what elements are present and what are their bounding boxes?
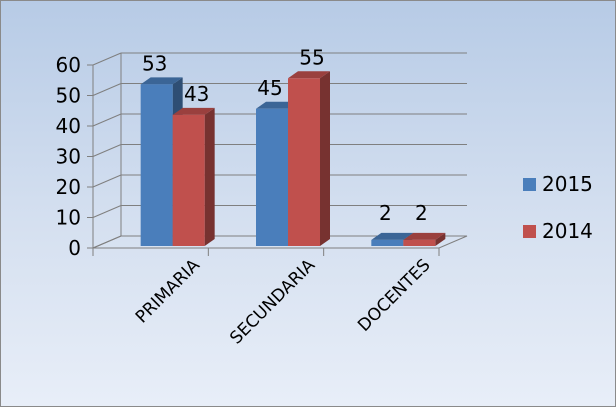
bar-side — [204, 107, 215, 246]
y-tick-label: 0 — [68, 236, 81, 260]
bar-front — [172, 114, 205, 246]
legend-swatch — [523, 178, 536, 191]
gridline-side — [92, 83, 122, 96]
axes: 0 10 20 30 40 50 60 — [56, 53, 468, 260]
bar-2014-primaria — [172, 107, 215, 246]
bar-side — [320, 71, 330, 246]
bar-front — [140, 84, 173, 246]
bar-front — [371, 239, 404, 246]
bar-2014-docentes — [403, 232, 446, 246]
y-tick-label: 50 — [56, 84, 81, 108]
bar-top — [371, 232, 414, 240]
data-label: 53 — [142, 51, 167, 75]
bar-top — [403, 232, 446, 240]
legend-item: 2015 — [523, 172, 593, 196]
legend-label: 2015 — [542, 172, 593, 196]
legend-swatch — [523, 225, 536, 238]
bar-front — [256, 108, 288, 246]
data-label: 55 — [299, 45, 324, 69]
gridline-side — [92, 174, 122, 188]
gridline-side — [92, 144, 122, 157]
bar-top — [140, 77, 183, 85]
bar-2014-secundaria — [288, 71, 330, 246]
data-label: 2 — [379, 201, 392, 225]
y-tick-label: 30 — [56, 145, 81, 169]
legend: 2015 2014 — [523, 172, 593, 243]
bar-top — [256, 101, 298, 109]
gridline-side — [92, 52, 122, 66]
y-tick-label: 20 — [56, 175, 81, 199]
data-label: 2 — [415, 201, 428, 225]
gridline-side — [92, 205, 122, 218]
category-label: SECUNDARIA — [226, 255, 319, 348]
data-label: 43 — [184, 82, 209, 106]
y-tick-label: 10 — [56, 206, 81, 230]
bar-top — [288, 71, 330, 79]
y-tick-label: 40 — [56, 114, 81, 138]
category-label: PRIMARIA — [132, 255, 204, 327]
bar-side — [435, 232, 446, 246]
bars — [140, 71, 446, 246]
bar-front — [403, 239, 436, 246]
legend-item: 2014 — [523, 219, 593, 243]
y-tick-label: 60 — [56, 53, 81, 77]
bar-top — [172, 107, 215, 115]
bar-front — [288, 78, 320, 246]
data-label: 45 — [257, 76, 282, 100]
gridline-side — [92, 113, 122, 127]
legend-label: 2014 — [542, 219, 593, 243]
category-label: DOCENTES — [354, 255, 434, 335]
